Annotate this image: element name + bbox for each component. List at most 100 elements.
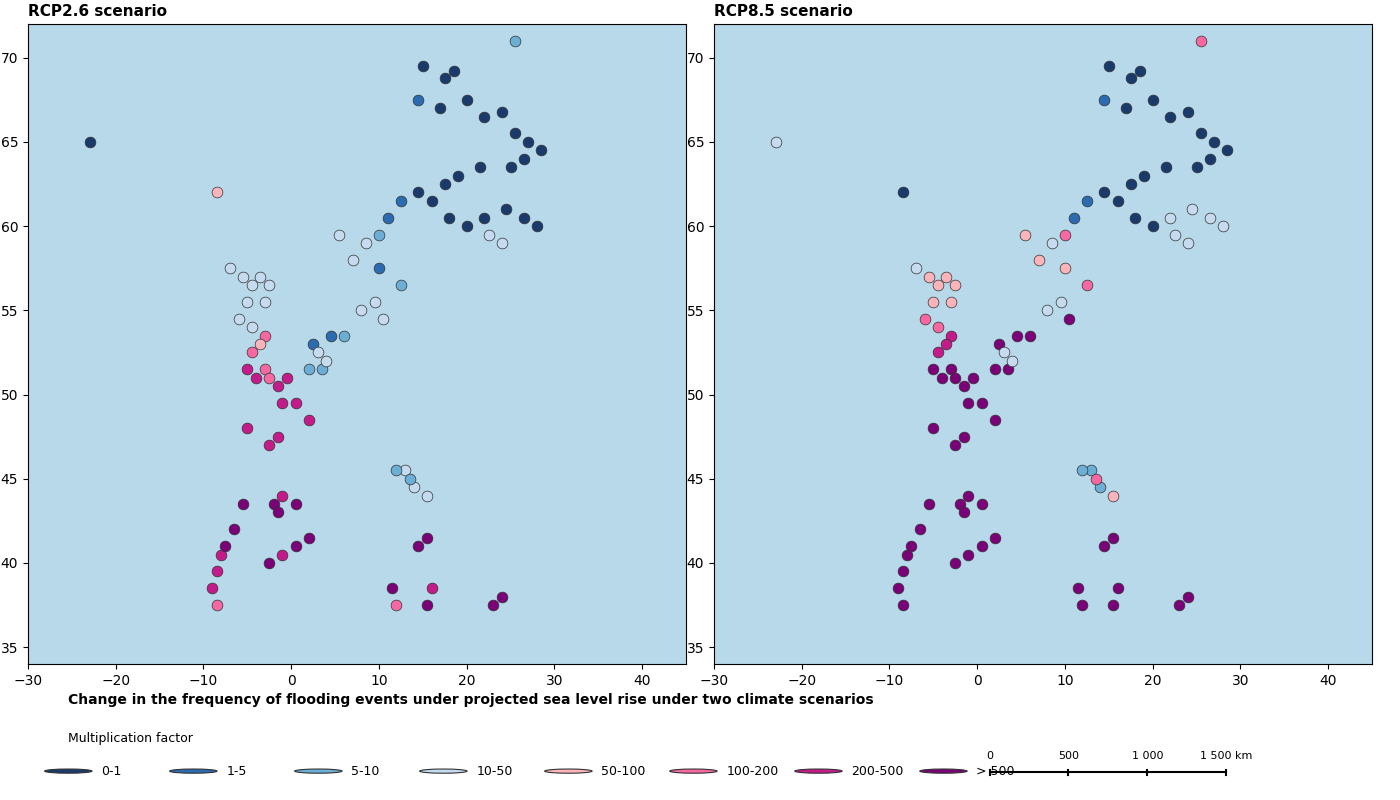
Point <box>249 338 272 350</box>
Point <box>1190 34 1212 47</box>
Point <box>267 430 290 443</box>
Point <box>944 557 966 570</box>
Point <box>953 506 976 519</box>
Point <box>927 278 949 291</box>
Point <box>258 557 280 570</box>
Point <box>944 278 966 291</box>
Text: 5-10: 5-10 <box>351 765 379 778</box>
Text: 0: 0 <box>986 750 993 761</box>
Point <box>477 228 500 241</box>
Point <box>1124 211 1147 224</box>
Point <box>1120 71 1142 84</box>
Point <box>298 414 321 426</box>
Point <box>948 498 970 510</box>
Point <box>237 295 259 308</box>
Point <box>1075 194 1098 207</box>
Point <box>381 582 403 594</box>
Point <box>490 105 512 118</box>
Point <box>1001 354 1023 367</box>
Point <box>214 540 237 553</box>
Point <box>241 346 263 359</box>
Point <box>896 548 918 561</box>
Point <box>307 346 329 359</box>
Point <box>284 540 307 553</box>
Point <box>368 262 391 274</box>
Point <box>237 422 259 434</box>
Point <box>1098 60 1120 73</box>
Point <box>218 262 241 274</box>
Point <box>420 194 442 207</box>
Point <box>923 295 945 308</box>
Point <box>1040 237 1063 250</box>
Point <box>1176 590 1198 603</box>
Point <box>420 582 442 594</box>
Point <box>1036 304 1058 317</box>
Point <box>1063 211 1085 224</box>
Point <box>311 363 333 376</box>
Text: 50-100: 50-100 <box>602 765 645 778</box>
Point <box>232 498 255 510</box>
Point <box>970 498 993 510</box>
Point <box>350 304 372 317</box>
Point <box>354 237 377 250</box>
Point <box>389 278 412 291</box>
Point <box>1071 598 1093 611</box>
Text: Change in the frequency of flooding events under projected sea level rise under : Change in the frequency of flooding even… <box>69 694 874 707</box>
Point <box>482 598 504 611</box>
Point <box>469 161 491 174</box>
Point <box>1093 94 1116 106</box>
Point <box>939 363 962 376</box>
Point <box>333 329 356 342</box>
Point <box>258 278 280 291</box>
Point <box>249 270 272 283</box>
Point <box>1079 464 1102 477</box>
Point <box>517 135 539 148</box>
Circle shape <box>169 769 217 774</box>
Point <box>1005 329 1028 342</box>
Circle shape <box>420 769 468 774</box>
Text: 200-500: 200-500 <box>851 765 904 778</box>
Point <box>223 523 245 536</box>
Text: RCP8.5 scenario: RCP8.5 scenario <box>714 4 853 18</box>
Point <box>416 598 438 611</box>
Text: > 500: > 500 <box>976 765 1015 778</box>
Point <box>913 312 935 325</box>
Point <box>1019 329 1042 342</box>
Point <box>258 438 280 451</box>
Point <box>927 321 949 334</box>
Point <box>1120 178 1142 190</box>
Point <box>931 371 953 384</box>
Point <box>364 295 386 308</box>
Point <box>490 237 512 250</box>
Point <box>970 540 993 553</box>
Point <box>1093 186 1116 199</box>
Point <box>455 94 477 106</box>
Point <box>412 60 434 73</box>
Point <box>430 102 452 114</box>
Point <box>272 548 294 561</box>
Point <box>403 481 426 494</box>
Point <box>210 548 232 561</box>
Point <box>953 430 976 443</box>
Point <box>328 228 350 241</box>
Text: 10-50: 10-50 <box>476 765 512 778</box>
Point <box>892 598 914 611</box>
Point <box>319 329 342 342</box>
Point <box>918 498 941 510</box>
Point <box>909 523 931 536</box>
Point <box>1028 254 1050 266</box>
Point <box>1102 489 1124 502</box>
Point <box>923 422 945 434</box>
Point <box>496 203 518 216</box>
Point <box>892 565 914 578</box>
Point <box>232 270 255 283</box>
Point <box>241 278 263 291</box>
Point <box>939 329 962 342</box>
Point <box>1102 598 1124 611</box>
Point <box>900 540 923 553</box>
Point <box>892 186 914 199</box>
Point <box>447 169 469 182</box>
Point <box>262 498 284 510</box>
Circle shape <box>920 769 967 774</box>
Point <box>284 397 307 410</box>
